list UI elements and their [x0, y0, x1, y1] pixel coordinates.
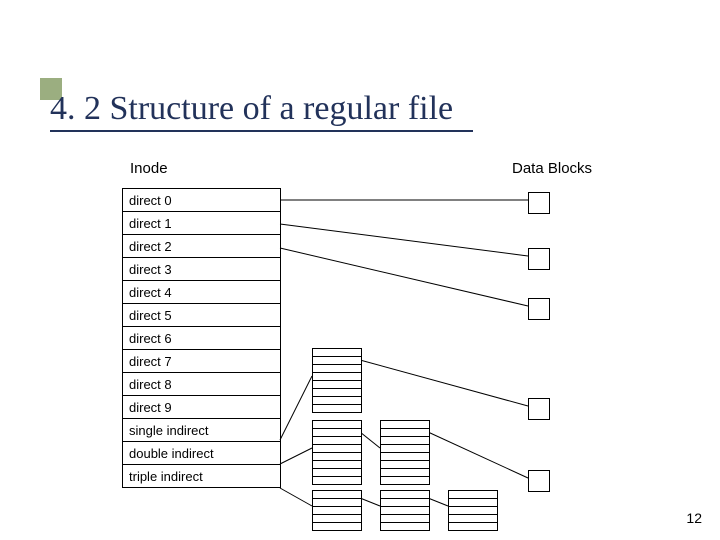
indirect-row [313, 365, 361, 373]
indirect-row [313, 397, 361, 405]
inode-row: direct 6 [122, 327, 280, 350]
indirect-row [381, 445, 429, 453]
indirect-row [313, 373, 361, 381]
title-wrap: 4. 2 Structure of a regular file [50, 90, 453, 128]
indirect-row [313, 491, 361, 499]
connector-line [428, 498, 448, 506]
indirect-row [449, 499, 497, 507]
data-block [528, 398, 550, 420]
connector-line [280, 488, 312, 506]
indirect-row [381, 469, 429, 477]
indirect-row [313, 453, 361, 461]
indirect-row [449, 491, 497, 499]
indirect-row [381, 429, 429, 437]
indirect-block-di1 [312, 420, 362, 485]
indirect-row [313, 429, 361, 437]
data-blocks-label: Data Blocks [512, 160, 592, 177]
inode-table: direct 0direct 1direct 2direct 3direct 4… [122, 188, 281, 488]
indirect-row [313, 461, 361, 469]
inode-row: direct 2 [122, 235, 280, 258]
page-number: 12 [686, 510, 702, 526]
connector-line [280, 376, 312, 440]
data-block [528, 470, 550, 492]
indirect-row [313, 381, 361, 389]
indirect-row [449, 515, 497, 523]
indirect-row [313, 445, 361, 453]
connector-line [428, 432, 528, 478]
indirect-row [313, 499, 361, 507]
indirect-row [381, 437, 429, 445]
data-block [528, 192, 550, 214]
indirect-row [313, 507, 361, 515]
inode-row: double indirect [122, 442, 280, 465]
indirect-row [313, 405, 361, 413]
indirect-row [381, 453, 429, 461]
indirect-row [381, 477, 429, 485]
indirect-row [313, 389, 361, 397]
inode-row: triple indirect [122, 465, 280, 488]
indirect-row [381, 491, 429, 499]
indirect-row [313, 349, 361, 357]
connector-line [280, 248, 528, 306]
indirect-row [381, 421, 429, 429]
indirect-row [381, 523, 429, 531]
inode-row: direct 5 [122, 304, 280, 327]
connector-line [360, 360, 528, 406]
indirect-row [381, 515, 429, 523]
indirect-block-di2 [380, 420, 430, 485]
indirect-row [313, 523, 361, 531]
inode-row: direct 1 [122, 212, 280, 235]
data-block [528, 248, 550, 270]
inode-label: Inode [130, 160, 168, 177]
inode-row: direct 8 [122, 373, 280, 396]
indirect-row [381, 507, 429, 515]
indirect-row [449, 523, 497, 531]
connector-line [280, 224, 528, 256]
indirect-row [381, 499, 429, 507]
indirect-row [449, 507, 497, 515]
indirect-row [313, 421, 361, 429]
connector-line [360, 432, 380, 448]
inode-row: direct 9 [122, 396, 280, 419]
indirect-row [313, 437, 361, 445]
indirect-block-si [312, 348, 362, 413]
indirect-row [313, 477, 361, 485]
inode-row: direct 4 [122, 281, 280, 304]
indirect-row [313, 469, 361, 477]
indirect-block-ti1 [312, 490, 362, 531]
page-title: 4. 2 Structure of a regular file [50, 90, 453, 127]
inode-row: direct 7 [122, 350, 280, 373]
indirect-row [313, 515, 361, 523]
indirect-row [313, 357, 361, 365]
indirect-row [381, 461, 429, 469]
inode-row: single indirect [122, 419, 280, 442]
connector-line [360, 498, 380, 506]
inode-row: direct 0 [122, 189, 280, 212]
inode-row: direct 3 [122, 258, 280, 281]
connector-line [280, 448, 312, 464]
data-block [528, 298, 550, 320]
title-underline [50, 130, 473, 132]
indirect-block-ti3 [448, 490, 498, 531]
indirect-block-ti2 [380, 490, 430, 531]
